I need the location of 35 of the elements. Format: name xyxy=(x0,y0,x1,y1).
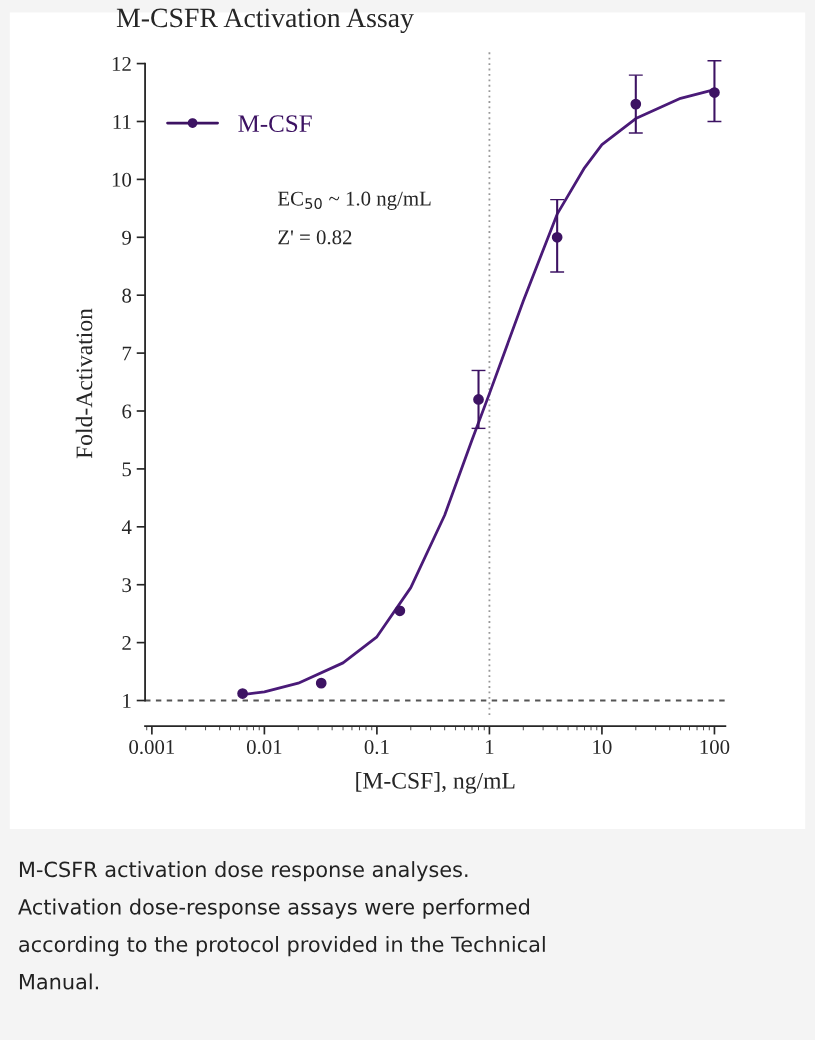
y-tick-label: 4 xyxy=(121,520,132,535)
point xyxy=(551,231,563,243)
x-tick-label: 100 xyxy=(700,739,730,754)
point xyxy=(473,394,484,405)
text: Activation dose-response assays were performed xyxy=(18,898,530,919)
x-axis-title: [M-CSF], ng/mL xyxy=(356,772,515,794)
y-tick-label: 5 xyxy=(122,462,132,477)
text: M-CSFR activation dose response analyses. xyxy=(19,861,468,882)
legend-label: M-CSF xyxy=(238,115,312,133)
y-tick-label: 7 xyxy=(122,346,132,361)
y-tick-label: 10 xyxy=(112,172,132,187)
annotation: EC$_{50}$ ~ 1.0 ng/mL xyxy=(277,191,431,210)
x-tick-label: 0.01 xyxy=(246,739,282,755)
point xyxy=(709,87,720,98)
y-tick-label: 12 xyxy=(112,57,131,71)
y-tick-label: 3 xyxy=(122,578,132,593)
x-tick-label: 10 xyxy=(593,739,612,754)
text: Manual. xyxy=(19,973,99,990)
x-tick-label: 1 xyxy=(486,740,494,754)
x-tick-label: 0.001 xyxy=(129,739,175,755)
chart-title: M-CSFR Activation Assay xyxy=(116,8,414,33)
point xyxy=(237,688,248,699)
point xyxy=(394,605,406,617)
y-tick-label: 2 xyxy=(122,636,131,650)
y-tick-label: 11 xyxy=(113,114,131,129)
y-tick-label: 6 xyxy=(122,404,132,419)
annotation: Z' = 0.82 xyxy=(278,230,352,245)
y-tick-label: 9 xyxy=(122,230,132,245)
y-axis-title: Fold-Activation xyxy=(75,308,93,459)
point xyxy=(315,677,327,689)
point xyxy=(630,98,642,110)
y-tick-label: 8 xyxy=(122,288,132,303)
text: according to the protocol provided in the Technical xyxy=(19,936,545,957)
x-tick-label: 0.1 xyxy=(364,739,389,755)
y-tick-label: 1 xyxy=(123,694,131,708)
